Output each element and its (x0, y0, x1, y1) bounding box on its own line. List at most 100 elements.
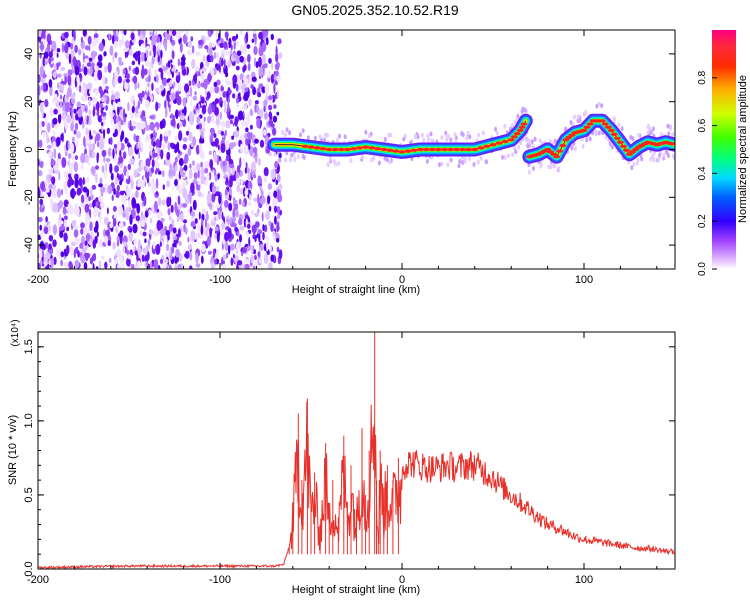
noise-speck (74, 173, 79, 180)
noise-speck (102, 75, 106, 86)
noise-speck (229, 217, 233, 224)
y-tick-label: -20 (23, 189, 35, 205)
noise-speck (63, 181, 68, 191)
noise-speck (200, 161, 203, 168)
noise-speck (144, 238, 147, 243)
ridge-halo-speck (669, 125, 673, 131)
noise-speck (258, 258, 262, 264)
noise-speck (269, 243, 272, 254)
ridge-peak-bead (325, 147, 333, 152)
noise-speck (177, 195, 181, 205)
ridge-halo-speck (547, 164, 551, 170)
noise-speck (258, 66, 264, 78)
ridge-halo-speck (457, 163, 461, 169)
noise-speck (86, 115, 89, 122)
ridge-halo-speck (553, 163, 557, 169)
noise-speck (177, 149, 181, 154)
ridge-halo-speck (383, 136, 387, 142)
noise-speck (110, 172, 114, 181)
noise-speck (85, 214, 91, 225)
ridge-halo-speck (323, 137, 327, 143)
noise-speck (145, 37, 148, 47)
noise-speck (147, 82, 150, 87)
ridge-peak-bead (465, 147, 473, 152)
noise-speck (174, 156, 178, 163)
ridge-halo-speck (613, 117, 616, 123)
noise-speck (221, 57, 224, 67)
noise-speck (251, 224, 257, 234)
noise-speck (212, 248, 216, 259)
noise-speck (52, 141, 56, 150)
noise-speck (225, 252, 229, 259)
noise-speck (257, 158, 262, 166)
noise-speck (140, 219, 146, 228)
noise-speck (268, 95, 273, 101)
noise-speck (247, 244, 252, 251)
noise-speck (53, 148, 57, 159)
noise-speck (250, 84, 254, 89)
ridge-halo-speck (299, 132, 302, 138)
noise-speck (80, 222, 85, 229)
noise-speck (112, 34, 115, 45)
noise-speck (114, 177, 119, 185)
ridge-halo-speck (281, 129, 285, 135)
noise-speck (103, 128, 106, 139)
noise-speck (76, 139, 79, 148)
noise-speck (227, 59, 232, 68)
noise-speck (235, 177, 241, 186)
noise-speck (205, 210, 209, 221)
noise-speck (215, 51, 220, 59)
noise-speck (215, 204, 221, 209)
noise-speck (169, 163, 172, 170)
noise-speck (188, 80, 192, 87)
noise-speck (175, 75, 181, 84)
noise-speck (84, 58, 90, 64)
noise-speck (47, 122, 51, 133)
noise-speck (108, 257, 112, 264)
ridge-halo-speck (472, 162, 476, 167)
ridge-peak-bead (331, 147, 339, 152)
ridge-halo-speck (446, 162, 450, 168)
y-tick-label: 1.0 (23, 413, 35, 428)
noise-speck (137, 142, 141, 149)
noise-speck (139, 146, 143, 153)
noise-speck (135, 106, 139, 114)
ridge-halo-speck (445, 136, 449, 142)
ridge-peak-bead (501, 139, 509, 144)
noise-speck (114, 153, 117, 163)
noise-speck (164, 258, 169, 264)
noise-speck (202, 55, 206, 62)
ridge-halo-speck (323, 132, 327, 138)
noise-speck (222, 120, 226, 127)
noise-speck (278, 249, 283, 260)
noise-speck (249, 193, 252, 202)
noise-speck (137, 247, 142, 255)
noise-speck (164, 99, 167, 109)
noise-speck (211, 42, 216, 48)
noise-speck (119, 180, 123, 186)
noise-speck (145, 49, 149, 59)
noise-speck (193, 172, 198, 180)
noise-speck (149, 217, 153, 224)
noise-speck (143, 195, 147, 207)
x-tick-label: -100 (209, 274, 231, 286)
noise-speck (104, 235, 108, 245)
noise-speck (222, 91, 227, 98)
colorbar-tick-label: 0.4 (697, 166, 708, 180)
ridge-peak-bead (350, 147, 357, 151)
noise-speck (165, 106, 168, 118)
noise-speck (239, 30, 244, 36)
noise-speck (224, 189, 228, 196)
ridge-peak-bead (550, 152, 558, 156)
noise-speck (73, 225, 79, 230)
noise-speck (257, 92, 262, 98)
noise-speck (190, 211, 196, 217)
noise-speck (276, 62, 280, 68)
noise-speck (213, 153, 218, 163)
noise-speck (228, 202, 233, 212)
noise-speck (259, 243, 264, 251)
ridge-halo-speck (657, 157, 661, 163)
noise-speck (39, 65, 44, 77)
noise-speck (222, 41, 228, 49)
noise-speck (116, 240, 120, 247)
